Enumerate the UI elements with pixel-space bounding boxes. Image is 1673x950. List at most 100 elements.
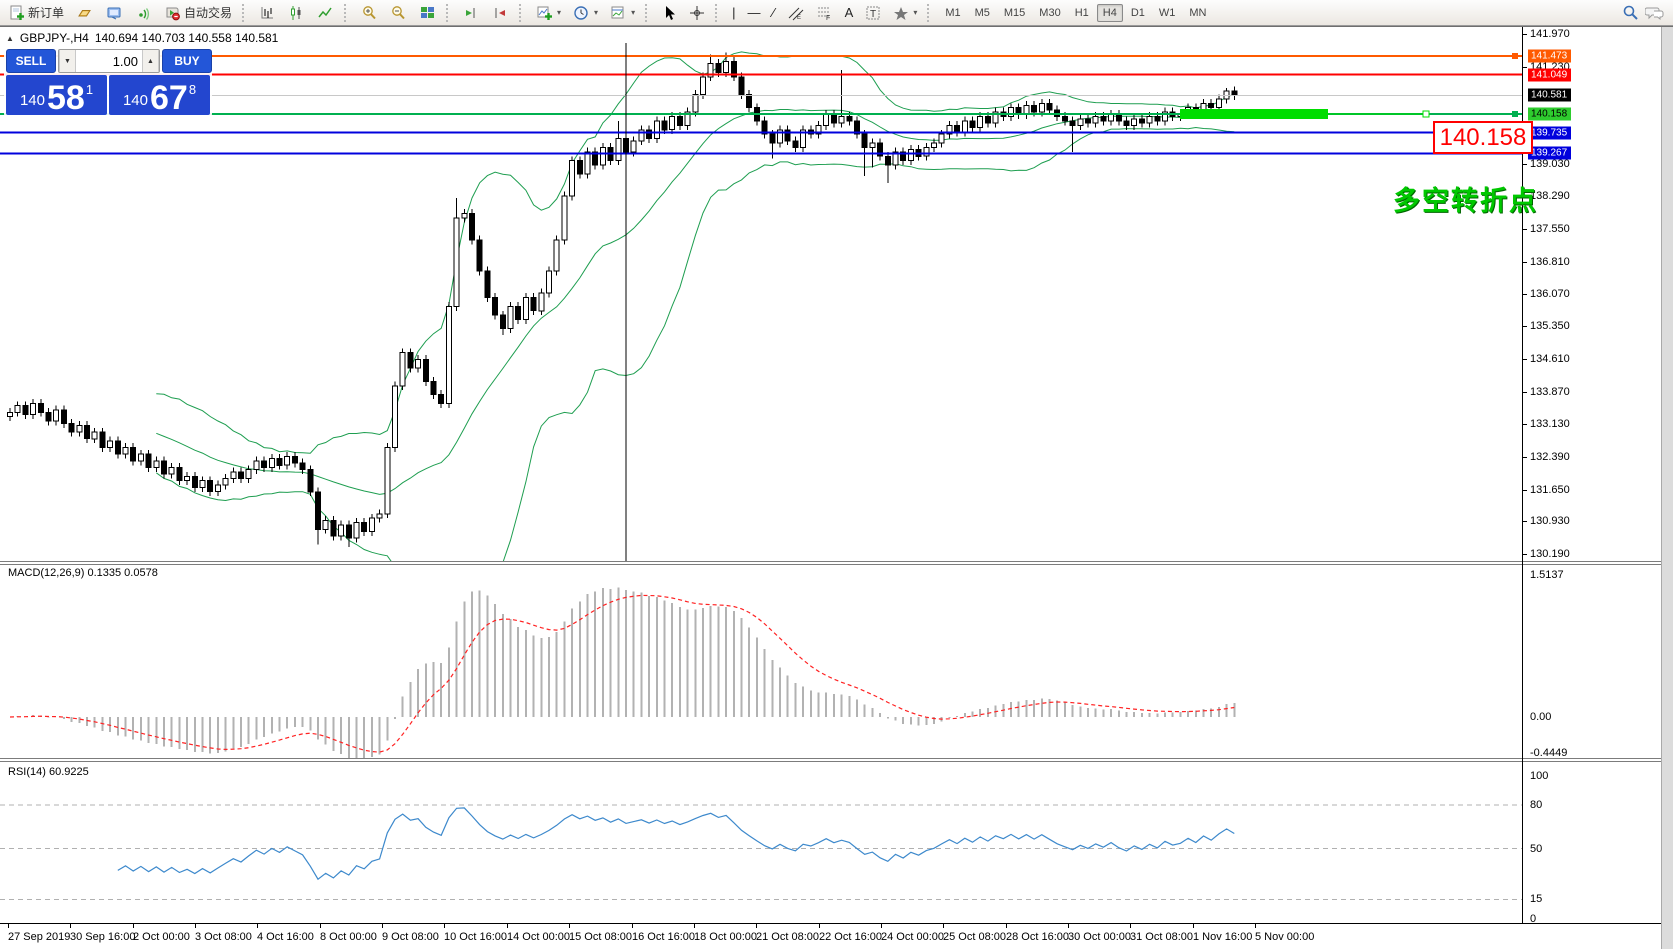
timeframe-d1-button[interactable]: D1 (1125, 4, 1151, 22)
horizontal-line-tool-button[interactable]: — (742, 3, 765, 23)
candlestick-chart-button[interactable] (283, 3, 310, 23)
candle-body (253, 460, 260, 471)
candle-body (846, 116, 853, 122)
time-tick-label: 30 Sep 16:00 (70, 931, 136, 943)
macd-tick-label: 0.00 (1530, 711, 1552, 723)
bollinger-band (156, 51, 1235, 454)
timeframe-h4-button[interactable]: H4 (1096, 3, 1123, 22)
time-tick-label: 27 Sep 2019 (8, 931, 71, 943)
fibonacci-tool-button[interactable]: F (811, 3, 838, 23)
pane-splitter[interactable] (0, 758, 1673, 762)
zoom-in-button[interactable] (356, 3, 383, 23)
autotrading-button[interactable]: 自动交易 (159, 3, 237, 23)
rsi-pane-canvas[interactable] (0, 762, 1522, 923)
price-tick-label: 136.070 (1530, 288, 1570, 300)
rsi-tick-label: 50 (1530, 843, 1543, 855)
price-tick-label: 139.030 (1530, 158, 1570, 170)
timeframe-mn-button[interactable]: MN (1183, 4, 1212, 22)
volume-input[interactable] (76, 50, 142, 72)
toolbar-separator (446, 3, 453, 22)
price-line-label[interactable]: 139.735 (1528, 126, 1572, 140)
volume-increase-button[interactable]: ▲ (142, 50, 159, 72)
bar-chart-button[interactable] (254, 3, 281, 23)
signals-button[interactable] (130, 3, 157, 23)
trendline-icon: ∕ (772, 5, 775, 20)
time-tick (881, 924, 882, 928)
chat-icon[interactable] (1645, 5, 1665, 21)
timeframe-w1-button[interactable]: W1 (1153, 4, 1182, 22)
chart-shift-button[interactable] (458, 3, 485, 23)
candle-body (399, 352, 406, 387)
price-line-label[interactable]: 141.049 (1528, 68, 1572, 82)
volume-decrease-button[interactable]: ▼ (59, 50, 76, 72)
candle-body (646, 129, 653, 140)
cursor-icon (666, 5, 676, 20)
price-callout-box[interactable]: 140.158 (1433, 121, 1533, 154)
timeframe-m1-button[interactable]: M1 (939, 4, 966, 22)
candle-body (1215, 98, 1222, 109)
candle-body (700, 76, 706, 95)
timeframe-m15-button[interactable]: M15 (998, 4, 1031, 22)
candle-body (1154, 116, 1161, 122)
templates-button[interactable]: ▾ (605, 3, 640, 23)
price-line-label[interactable]: 140.158 (1528, 107, 1572, 121)
candle-body (207, 480, 214, 493)
indicators-dropdown-icon[interactable]: ▾ (557, 8, 562, 17)
timeframe-m30-button[interactable]: M30 (1033, 4, 1066, 22)
trendline-tool-button[interactable]: ∕ (767, 3, 779, 23)
tile-windows-button[interactable] (414, 3, 441, 23)
pane-splitter[interactable] (0, 561, 1673, 565)
toolbar-separator (242, 3, 249, 22)
price-line-label[interactable]: 140.581 (1528, 88, 1572, 102)
line-chart-button[interactable] (312, 3, 339, 23)
time-tick (1068, 924, 1069, 928)
green-highlight-bar[interactable] (1180, 109, 1328, 119)
new-order-button[interactable]: 新订单 (4, 3, 69, 23)
timeframe-h1-button[interactable]: H1 (1069, 4, 1095, 22)
periods-button[interactable]: ▾ (568, 3, 603, 23)
price-pane-canvas[interactable] (0, 27, 1522, 561)
macd-pane-canvas[interactable] (0, 565, 1522, 758)
line-end-marker[interactable] (1512, 52, 1518, 59)
buy-price-display[interactable]: 140 67 8 (109, 75, 210, 115)
crosshair-tool-button[interactable] (684, 3, 710, 23)
rsi-tick-label: 100 (1530, 770, 1549, 782)
collapse-triangle-icon[interactable]: ▲ (6, 33, 14, 43)
buy-button[interactable]: BUY (162, 49, 212, 73)
cursor-tool-button[interactable] (657, 3, 682, 23)
pivot-note-text[interactable]: 多空转折点 (1393, 186, 1538, 216)
chart-autoscroll-button[interactable] (487, 3, 514, 23)
candle-body (707, 63, 714, 78)
candle-body (322, 520, 329, 530)
periods-dropdown-icon[interactable]: ▾ (594, 8, 599, 17)
price-line-label[interactable]: 139.267 (1528, 146, 1572, 160)
callout-end-marker[interactable] (1422, 110, 1430, 118)
time-tick (1193, 924, 1194, 928)
arrows-tool-button[interactable]: ▾ (889, 3, 922, 23)
price-tick-label: 135.350 (1530, 320, 1570, 332)
search-icon[interactable] (1622, 4, 1639, 21)
indicators-button[interactable]: ▾ (531, 3, 566, 23)
timeframe-m5-button[interactable]: M5 (969, 4, 996, 22)
candle-body (854, 120, 860, 135)
axis-tick (1522, 521, 1527, 522)
gold-button[interactable] (71, 3, 99, 23)
equidistant-channel-tool-button[interactable]: E (782, 3, 809, 23)
candle-body (569, 160, 576, 197)
templates-dropdown-icon[interactable]: ▾ (631, 8, 636, 17)
vertical-line-tool-button[interactable]: | (727, 3, 740, 23)
candle-body (445, 305, 452, 404)
sell-price-display[interactable]: 140 58 1 (6, 75, 107, 115)
new-order-label: 新订单 (28, 6, 65, 20)
data-window-button[interactable] (101, 3, 128, 23)
line-end-marker[interactable] (1512, 111, 1518, 117)
chart-window[interactable]: ▲ GBPJPY-,H4 140.694 140.703 140.558 140… (0, 26, 1673, 950)
text-label-tool-button[interactable]: T (860, 3, 887, 23)
time-axis[interactable]: 27 Sep 2019 30 Sep 16:00 2 Oct 00:00 3 Oct … (0, 923, 1673, 950)
text-tool-button[interactable]: A (840, 3, 859, 23)
sell-button[interactable]: SELL (6, 49, 56, 73)
arrows-dropdown-icon[interactable]: ▾ (913, 8, 918, 17)
tile-windows-icon (421, 6, 435, 18)
zoom-out-button[interactable] (385, 3, 412, 23)
price-line-label[interactable]: 141.473 (1528, 49, 1572, 63)
